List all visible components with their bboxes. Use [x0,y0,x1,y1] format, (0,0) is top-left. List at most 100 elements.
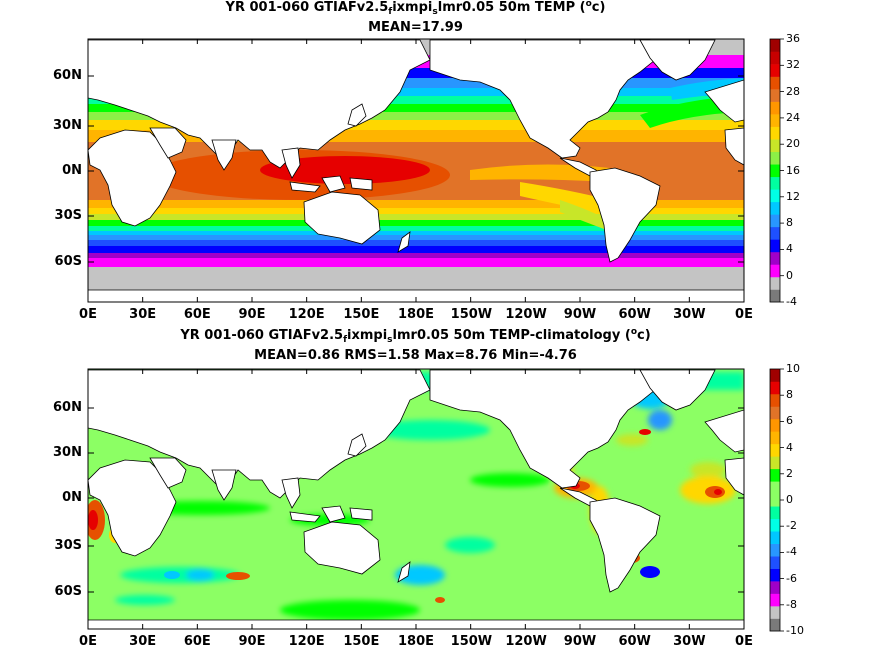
colorbar-swatch [770,556,780,569]
landmass [724,127,744,166]
landmass [704,409,744,453]
landmass [589,167,661,263]
landmass [303,191,381,245]
landmass [397,231,411,253]
colorbar-swatch [770,201,780,215]
colorbar-swatch [770,189,780,203]
colorbar-swatch [770,418,780,432]
lon-label: 180E [397,634,435,649]
colorbar-swatch [770,226,780,240]
lat-label: 30S [54,538,82,553]
colorbar-label: 32 [786,58,800,72]
colorbar-label: 36 [786,32,800,45]
colorbar-label: -6 [786,571,797,585]
lon-label: 30E [129,634,157,649]
lon-label: 90E [238,634,266,649]
panel1-land [88,39,744,302]
colorbar-label: -10 [786,624,804,637]
lon-label: 30W [673,634,706,649]
colorbar-swatch [770,264,780,278]
colorbar-swatch [770,406,780,420]
panel1-title: YR 001-060 GTIAFv2.5fixmpislmr0.05 50m T… [225,0,606,17]
lon-label: 120W [505,307,547,322]
colorbar-swatch [770,593,780,607]
lon-label: 90W [563,307,597,322]
landmass [347,433,367,457]
colorbar-swatch [770,481,780,495]
colorbar-label: 6 [786,414,793,428]
lon-label: 60E [183,307,211,322]
landmass [589,497,661,593]
landmass [704,79,744,123]
colorbar-swatch [770,164,780,178]
colorbar-label: 4 [786,242,793,256]
lat-label: 30S [54,208,82,223]
colorbar-label: 8 [786,388,793,402]
colorbar-swatch [770,276,780,290]
lat-label: 30N [53,445,82,460]
lon-label: 60W [618,634,651,649]
colorbar-swatch [770,606,780,619]
landmass [321,175,346,193]
colorbar-swatch [770,393,780,407]
lat-label: 60N [53,68,82,83]
landmass [211,469,237,501]
colorbar-swatch [770,456,780,470]
colorbar-label: 0 [786,268,793,282]
landmass [211,139,237,171]
colorbars [769,38,784,632]
colorbar-label: -4 [786,295,797,308]
lon-label: 120W [505,634,547,649]
lon-label: 150W [450,307,493,322]
landmass [303,521,381,575]
colorbar-label: 24 [786,110,800,124]
lon-label: 0E [735,634,753,649]
colorbar-label: 20 [786,137,800,151]
lon-label: 180E [397,307,435,322]
lon-label: 30W [673,307,706,322]
colorbar-label: 16 [786,163,800,177]
colorbar-swatch [770,39,780,52]
landmass [397,561,411,583]
colorbar-swatch [770,76,780,90]
lon-label: 0E [735,307,753,322]
lon-label: 120E [288,307,325,322]
panel1-subtitle: MEAN=17.99 [368,20,463,35]
colorbar-label: 12 [786,189,800,203]
colorbar-swatch [770,114,780,127]
colorbar-swatch [770,101,780,115]
colorbar-swatch [770,531,780,544]
lon-label: 90E [238,307,266,322]
lon-label: 60E [183,634,211,649]
colorbar-swatch [770,431,780,445]
colorbar-swatch [770,506,780,520]
landmass [724,457,744,496]
landmass [347,103,367,127]
lat-label: 60N [53,400,82,415]
colorbar-swatch [770,214,780,228]
colorbar-label: -2 [786,519,797,533]
lon-label: 150E [343,307,380,322]
colorbar-label: 2 [786,466,793,480]
colorbar-swatch [770,581,780,594]
lon-label: 30E [129,307,157,322]
colorbar-swatch [770,64,780,77]
landmass [429,369,656,489]
lon-label: 120E [288,634,325,649]
colorbar-label: 10 [786,362,800,375]
lon-label: 150W [450,634,493,649]
landmass [289,181,321,193]
colorbar-swatch [770,493,780,507]
lat-label: 60S [54,584,82,599]
colorbar-swatch [770,468,780,482]
lon-label: 90W [563,634,597,649]
colorbar-swatch [770,443,780,457]
landmass [88,129,177,227]
colorbar-swatch [770,568,780,582]
lon-label: 0E [79,307,97,322]
lat-label: 0N [62,163,82,178]
colorbar-swatch [770,518,780,532]
colorbar-swatch [770,89,780,102]
colorbar-swatch [770,618,780,632]
